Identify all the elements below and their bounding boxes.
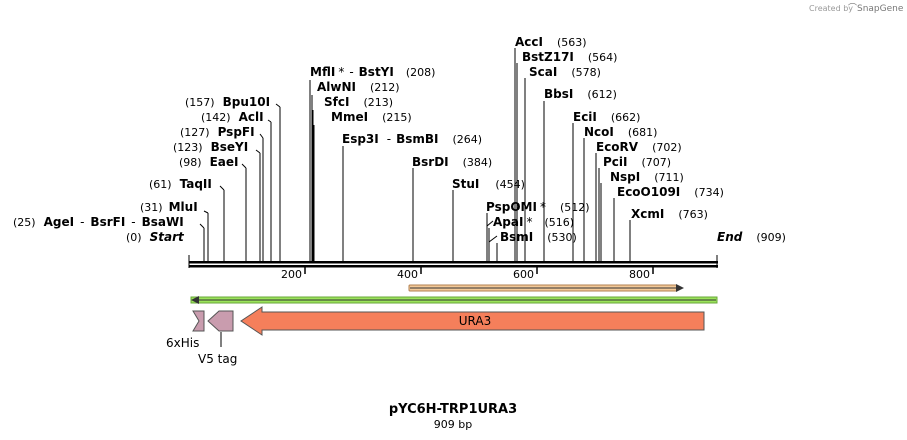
site-row-apaI: ApaI * (516) xyxy=(493,215,574,229)
site-row-ageI: (25) AgeI - BsrFI - BsaWI xyxy=(13,215,184,229)
site-row-esp3I: Esp3I - BsmBI (264) xyxy=(342,132,482,146)
site-row-bseYI: (123) BseYI xyxy=(173,140,248,154)
site-row-bstZ17I: BstZ17I (564) xyxy=(522,50,617,64)
scale-tick-200: 200 xyxy=(281,268,302,281)
site-row-pspOMI: PspOMI * (512) xyxy=(486,200,590,214)
site-row-aclI: (142) AclI xyxy=(201,110,264,124)
credit-logo-icon: ⌒ xyxy=(848,3,857,14)
site-row-start: (0) Start xyxy=(126,230,185,244)
credit-brand: SnapGene xyxy=(857,4,904,14)
site-row-pciI: PciI (707) xyxy=(603,155,671,169)
his6-label: 6xHis xyxy=(166,336,199,350)
orf-arrow[interactable] xyxy=(408,284,684,292)
site-row-bbsI: BbsI (612) xyxy=(544,87,617,101)
site-row-nspI: NspI (711) xyxy=(610,170,684,184)
site-row-eaeI: (98) EaeI xyxy=(179,155,239,169)
scale-tick-800: 800 xyxy=(629,268,650,281)
backbone-bottom xyxy=(189,265,718,268)
scale-tick-400: 400 xyxy=(397,268,418,281)
site-row-xcmI: XcmI (763) xyxy=(631,207,708,221)
map-title: pYC6H-TRP1URA3 xyxy=(389,402,517,417)
site-row-pspFI: (127) PspFI xyxy=(180,125,255,139)
site-row-ecoO109I: EcoO109I (734) xyxy=(617,185,724,199)
site-row-end: End (909) xyxy=(717,230,786,244)
site-row-ncoI: NcoI (681) xyxy=(584,125,657,139)
site-row-mflI: MflI * - BstYI (208) xyxy=(310,65,435,79)
his6-feature[interactable] xyxy=(192,310,205,332)
site-connectors xyxy=(199,103,498,243)
site-row-scaI: ScaI (578) xyxy=(529,65,601,79)
v5-tag-feature[interactable] xyxy=(207,310,234,332)
site-row-accI: AccI (563) xyxy=(515,35,587,49)
scale-tick-600: 600 xyxy=(513,268,534,281)
site-row-bpu10I: (157) Bpu10I xyxy=(185,95,270,109)
map-length: 909 bp xyxy=(434,418,472,431)
credit-prefix: Created by xyxy=(809,4,853,13)
v5-tag-label: V5 tag xyxy=(198,352,237,366)
site-row-bsmI: BsmI (530) xyxy=(500,230,577,244)
site-row-eciI: EciI (662) xyxy=(573,110,640,124)
site-row-ecoRV: EcoRV (702) xyxy=(596,140,682,154)
site-row-taqII: (61) TaqII xyxy=(149,177,212,191)
ura3-feature[interactable] xyxy=(240,306,705,336)
ura3-label: URA3 xyxy=(459,314,491,328)
site-row-sfcI: SfcI (213) xyxy=(324,95,393,109)
site-row-alwNI: AlwNI (212) xyxy=(317,80,400,94)
green-feature-bar[interactable] xyxy=(190,296,718,304)
site-row-mmeI: MmeI (215) xyxy=(331,110,412,124)
site-row-mluI: (31) MluI xyxy=(140,200,198,214)
site-lines xyxy=(203,48,631,261)
site-row-stuI: StuI (454) xyxy=(452,177,525,191)
backbone-top xyxy=(189,261,718,264)
site-row-bsrDI: BsrDI (384) xyxy=(412,155,492,169)
scale-ticks xyxy=(304,267,654,274)
